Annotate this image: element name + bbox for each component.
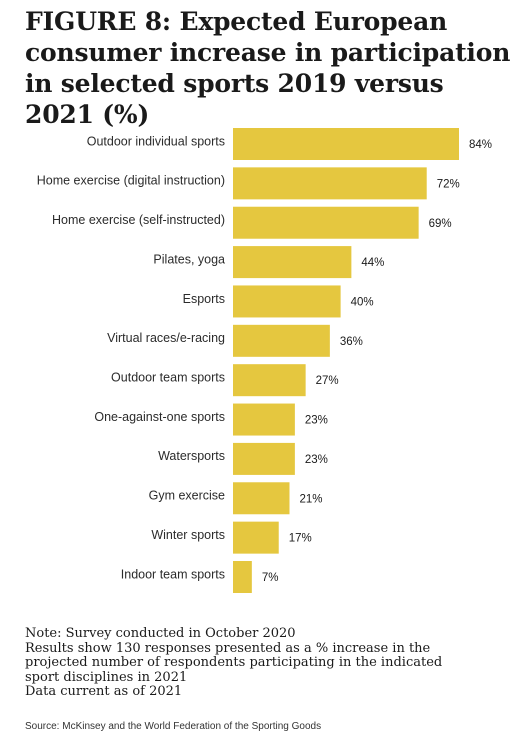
value-label: 7% — [262, 572, 279, 584]
category-label: Outdoor individual sports — [87, 134, 225, 148]
value-label: 23% — [305, 454, 328, 466]
bar — [233, 521, 279, 554]
bar — [233, 206, 419, 239]
value-label: 17% — [289, 533, 312, 545]
category-label: Pilates, yoga — [153, 252, 225, 266]
note-line: Note: Survey conducted in October 2020 — [25, 626, 296, 641]
value-label: 44% — [361, 257, 384, 269]
chart-title: FIGURE 8: Expected European consumer inc… — [25, 7, 511, 129]
category-label: Virtual races/e-racing — [107, 331, 225, 345]
chart-notes: Note: Survey conducted in October 2020 R… — [25, 626, 505, 700]
category-label: One-against-one sports — [94, 410, 225, 424]
bar — [233, 364, 306, 397]
category-label: Gym exercise — [149, 489, 225, 503]
bar — [233, 128, 459, 160]
bar — [233, 561, 252, 593]
value-label: 72% — [437, 178, 460, 190]
category-label: Outdoor team sports — [111, 370, 225, 384]
bar-chart: Outdoor individual sports 84% Home exercis… — [37, 128, 492, 593]
bar — [233, 442, 295, 475]
bar — [233, 167, 427, 200]
bar — [233, 403, 295, 436]
category-label: Indoor team sports — [121, 567, 225, 581]
note-line: Results show 130 responses presented as … — [25, 640, 431, 656]
value-label: 84% — [469, 139, 492, 151]
value-label: 23% — [305, 415, 328, 427]
bar — [233, 285, 341, 318]
value-label: 27% — [316, 375, 339, 387]
category-label: Watersports — [158, 449, 225, 463]
category-label: Esports — [183, 292, 225, 306]
value-label: 69% — [429, 218, 452, 230]
bar — [233, 482, 290, 515]
note-line: Data current as of 2021 — [25, 684, 183, 700]
value-label: 36% — [340, 336, 363, 348]
bar — [233, 324, 330, 357]
note-line: sport disciplines in 2021 — [25, 669, 188, 685]
note-line: projected number of respondents particip… — [25, 655, 443, 671]
source-note: Source: McKinsey and the World Federatio… — [25, 721, 322, 732]
bar — [233, 246, 352, 279]
category-label: Home exercise (digital instruction) — [37, 174, 225, 188]
category-label: Winter sports — [151, 528, 225, 542]
value-label: 21% — [300, 493, 323, 505]
category-label: Home exercise (self-instructed) — [52, 213, 225, 227]
value-label: 40% — [351, 296, 374, 308]
